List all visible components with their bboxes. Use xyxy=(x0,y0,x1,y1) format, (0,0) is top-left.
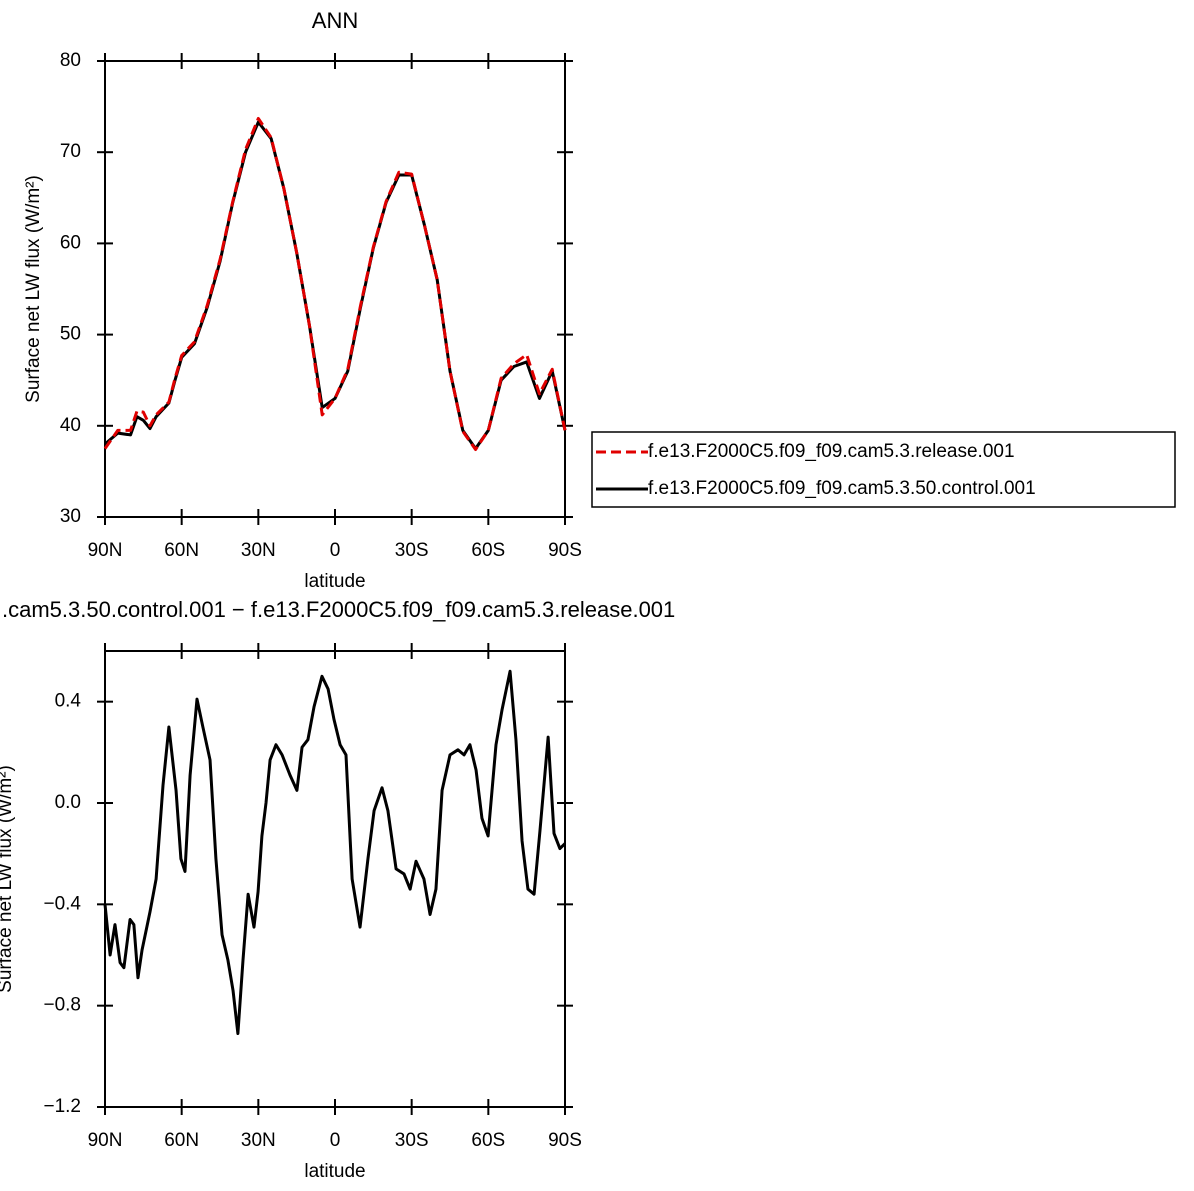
y-tick-label: 30 xyxy=(60,506,81,527)
x-tick-label: 60S xyxy=(471,1130,505,1151)
legend-label: f.e13.F2000C5.f09_f09.cam5.3.release.001 xyxy=(648,441,1015,462)
x-tick-label: 60S xyxy=(471,540,505,561)
x-tick-label: 30N xyxy=(241,540,276,561)
y-tick-label: 80 xyxy=(60,50,81,71)
x-tick-label: 30S xyxy=(395,1130,429,1151)
x-tick-label: 90N xyxy=(88,1130,123,1151)
plot-frame xyxy=(104,60,566,518)
chart-title: .cam5.3.50.control.001 − f.e13.F2000C5.f… xyxy=(2,597,675,622)
y-tick-label: 40 xyxy=(60,415,81,436)
plot-frame xyxy=(104,650,566,1108)
x-tick-label: 90S xyxy=(548,540,582,561)
y-tick-label: 70 xyxy=(60,141,81,162)
data-line xyxy=(103,116,567,452)
data-line xyxy=(103,669,567,1036)
x-tick-label: 0 xyxy=(330,1130,341,1151)
panel: .cam5.3.50.control.001 − f.e13.F2000C5.f… xyxy=(0,597,675,1182)
x-tick-label: 60N xyxy=(164,540,199,561)
legend-label: f.e13.F2000C5.f09_f09.cam5.3.50.control.… xyxy=(648,478,1036,499)
legend-box xyxy=(591,431,1176,508)
x-axis-label: latitude xyxy=(304,571,365,592)
y-tick-label: 0.4 xyxy=(55,691,82,712)
x-axis-label: latitude xyxy=(304,1161,365,1182)
y-tick-label: −0.8 xyxy=(43,995,81,1016)
chart-title: ANN xyxy=(312,8,358,33)
y-tick-label: 0.0 xyxy=(55,792,81,813)
x-tick-label: 60N xyxy=(164,1130,199,1151)
panel: ANN latitude Surface net LW flux (W/m²) 30 4… xyxy=(23,8,1176,592)
y-tick-label: −1.2 xyxy=(43,1096,81,1117)
x-tick-label: 30N xyxy=(241,1130,276,1151)
y-axis-label: Surface net LW flux (W/m²) xyxy=(0,765,16,993)
x-tick-label: 90S xyxy=(548,1130,582,1151)
x-tick-label: 30S xyxy=(395,540,429,561)
y-axis-label: Surface net LW flux (W/m²) xyxy=(23,175,44,403)
x-tick-label: 0 xyxy=(330,540,341,561)
x-tick-label: 90N xyxy=(88,540,123,561)
y-tick-label: −0.4 xyxy=(43,893,81,914)
y-tick-label: 50 xyxy=(60,324,81,345)
y-tick-label: 60 xyxy=(60,232,81,253)
